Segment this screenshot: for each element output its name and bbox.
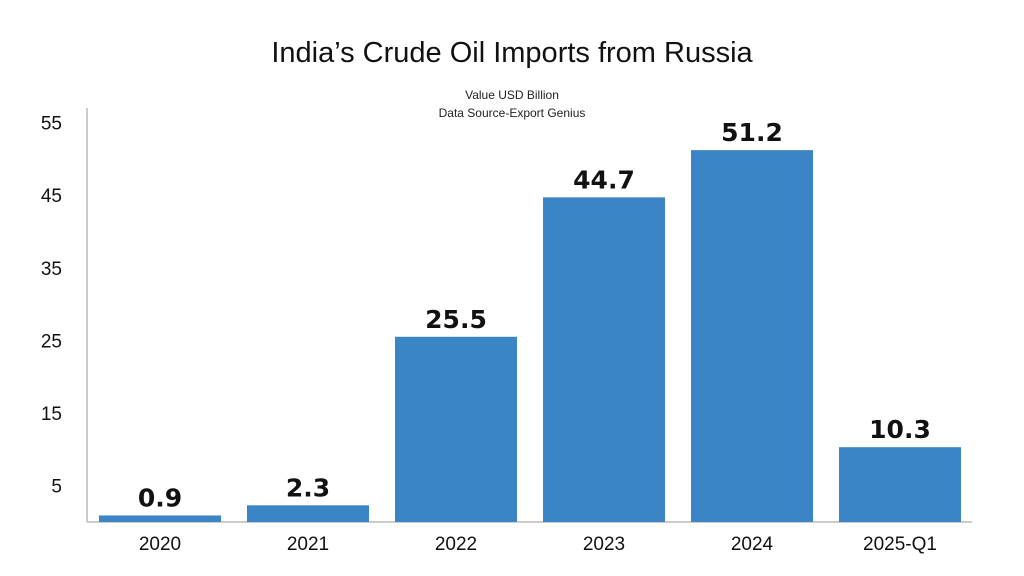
bar-2025-q1 [839, 447, 961, 522]
data-label: 10.3 [869, 415, 931, 444]
x-tick-label: 2025-Q1 [863, 534, 937, 555]
y-tick-label: 45 [41, 186, 62, 207]
bars-group [99, 150, 961, 522]
y-tick-labels: 5 15 25 35 45 55 [41, 114, 62, 498]
y-tick-label: 15 [41, 404, 62, 425]
data-label: 0.9 [138, 483, 182, 512]
bar-2023 [543, 197, 665, 522]
x-tick-label: 2021 [287, 534, 329, 555]
y-tick-label: 55 [41, 114, 62, 135]
data-label: 51.2 [721, 118, 783, 147]
chart-subtitle-source: Data Source-Export Genius [439, 106, 586, 120]
y-tick-label: 35 [41, 259, 62, 280]
x-tick-label: 2023 [583, 534, 625, 555]
data-label: 25.5 [425, 305, 487, 334]
bar-2024 [691, 150, 813, 522]
y-tick-label: 25 [41, 331, 62, 352]
bar-2021 [247, 505, 369, 522]
y-tick-label: 5 [51, 477, 62, 498]
x-tick-labels: 2020 2021 2022 2023 2024 2025-Q1 [139, 534, 937, 555]
x-tick-label: 2024 [731, 534, 774, 555]
bar-2022 [395, 336, 517, 522]
chart-title: India’s Crude Oil Imports from Russia [271, 37, 753, 69]
data-label: 2.3 [286, 473, 330, 502]
data-labels-group: 0.9 2.3 25.5 44.7 51.2 10.3 [138, 118, 931, 512]
data-label: 44.7 [573, 165, 635, 194]
x-tick-label: 2022 [435, 534, 477, 555]
bar-2020 [99, 515, 221, 522]
x-tick-label: 2020 [139, 534, 181, 555]
chart-subtitle-value: Value USD Billion [465, 88, 559, 102]
